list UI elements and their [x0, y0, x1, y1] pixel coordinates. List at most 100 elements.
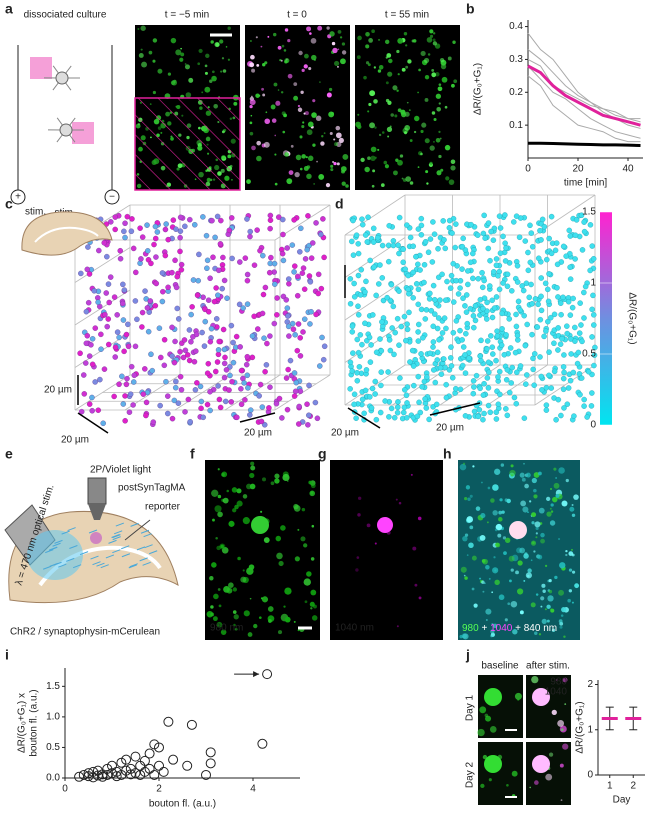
bouton-3d: [421, 378, 428, 385]
bouton-3d: [140, 391, 147, 397]
bouton: [157, 68, 163, 74]
bouton: [262, 63, 266, 67]
bouton-3d: [437, 364, 444, 371]
bouton: [475, 506, 481, 511]
bouton-3d: [502, 212, 508, 218]
bouton-3d: [287, 357, 294, 364]
bouton: [485, 608, 492, 615]
bouton: [432, 38, 436, 42]
bouton-3d: [280, 231, 286, 238]
bouton: [538, 471, 542, 476]
bouton-3d: [204, 370, 211, 376]
bouton: [512, 629, 518, 635]
bouton: [374, 542, 377, 545]
bouton: [517, 560, 523, 566]
bouton-3d: [320, 356, 327, 363]
bouton: [567, 598, 571, 603]
bouton: [469, 494, 473, 498]
label: t = −5 min: [165, 10, 209, 21]
bouton-3d: [190, 277, 197, 283]
bouton-3d: [558, 311, 564, 318]
bouton: [299, 135, 303, 139]
bouton-3d: [504, 412, 511, 419]
bouton: [527, 568, 532, 573]
bouton: [485, 618, 488, 621]
bouton-3d: [160, 288, 166, 295]
bouton: [447, 56, 452, 61]
bouton-3d: [300, 265, 307, 271]
bouton: [464, 576, 468, 580]
bouton-3d: [436, 336, 442, 343]
bouton-3d: [122, 220, 128, 226]
bouton: [534, 631, 538, 635]
bouton: [337, 48, 340, 51]
bouton: [471, 587, 475, 591]
bouton: [482, 590, 485, 593]
bouton: [381, 131, 385, 134]
bouton: [242, 517, 250, 525]
bouton: [249, 131, 254, 136]
bouton-3d: [511, 394, 518, 401]
bouton-3d: [563, 253, 569, 259]
bouton: [303, 166, 309, 171]
bouton-3d: [459, 243, 466, 250]
bouton-3d: [203, 232, 210, 239]
bouton: [247, 632, 253, 637]
bouton-3d: [446, 225, 453, 231]
bouton: [311, 54, 317, 61]
bouton-3d: [116, 334, 122, 341]
bouton-3d: [507, 389, 513, 396]
bouton: [262, 477, 267, 482]
bouton: [273, 82, 278, 87]
bouton: [250, 40, 252, 42]
bouton: [393, 170, 398, 176]
bouton: [246, 483, 252, 490]
point: [154, 760, 164, 771]
bouton: [260, 510, 263, 513]
bouton-3d: [284, 305, 291, 311]
bouton-3d: [489, 344, 496, 350]
bouton-3d: [294, 292, 301, 299]
bouton: [386, 53, 392, 58]
bouton: [563, 635, 566, 638]
bouton: [488, 577, 491, 580]
bouton-3d: [221, 277, 228, 284]
bouton-3d: [453, 277, 459, 284]
colorbar-label: ΔR/(G₀+G₁): [626, 292, 637, 344]
bouton: [555, 493, 560, 498]
bouton: [261, 596, 269, 603]
bouton-3d: [581, 228, 588, 235]
bouton-3d: [368, 405, 375, 411]
bouton-3d: [514, 279, 521, 285]
bouton-3d: [557, 300, 564, 306]
bouton-3d: [132, 343, 139, 350]
bouton-3d: [587, 267, 593, 274]
bouton-3d: [363, 278, 369, 285]
bouton: [250, 461, 255, 466]
bouton: [280, 59, 283, 62]
bouton-3d: [192, 387, 199, 393]
axon: [52, 542, 61, 547]
bouton: [501, 510, 505, 514]
bouton-3d: [364, 239, 371, 245]
bouton: [278, 560, 284, 567]
bouton-3d: [125, 343, 132, 350]
bouton-3d: [388, 405, 395, 412]
bouton: [274, 134, 277, 137]
bouton-3d: [498, 342, 505, 348]
x-tick-label: 0: [525, 164, 531, 175]
bouton-3d: [367, 394, 373, 400]
bouton-3d: [279, 250, 286, 257]
bouton-3d: [551, 368, 558, 375]
bouton-3d: [490, 269, 497, 275]
bouton: [270, 104, 276, 110]
bouton: [227, 26, 231, 30]
bouton: [294, 556, 300, 562]
bouton-3d: [148, 260, 154, 267]
bouton: [424, 138, 430, 144]
bouton-3d: [238, 367, 245, 374]
bouton-3d: [121, 287, 128, 293]
bouton-3d: [394, 315, 401, 322]
bouton-3d: [354, 370, 360, 376]
